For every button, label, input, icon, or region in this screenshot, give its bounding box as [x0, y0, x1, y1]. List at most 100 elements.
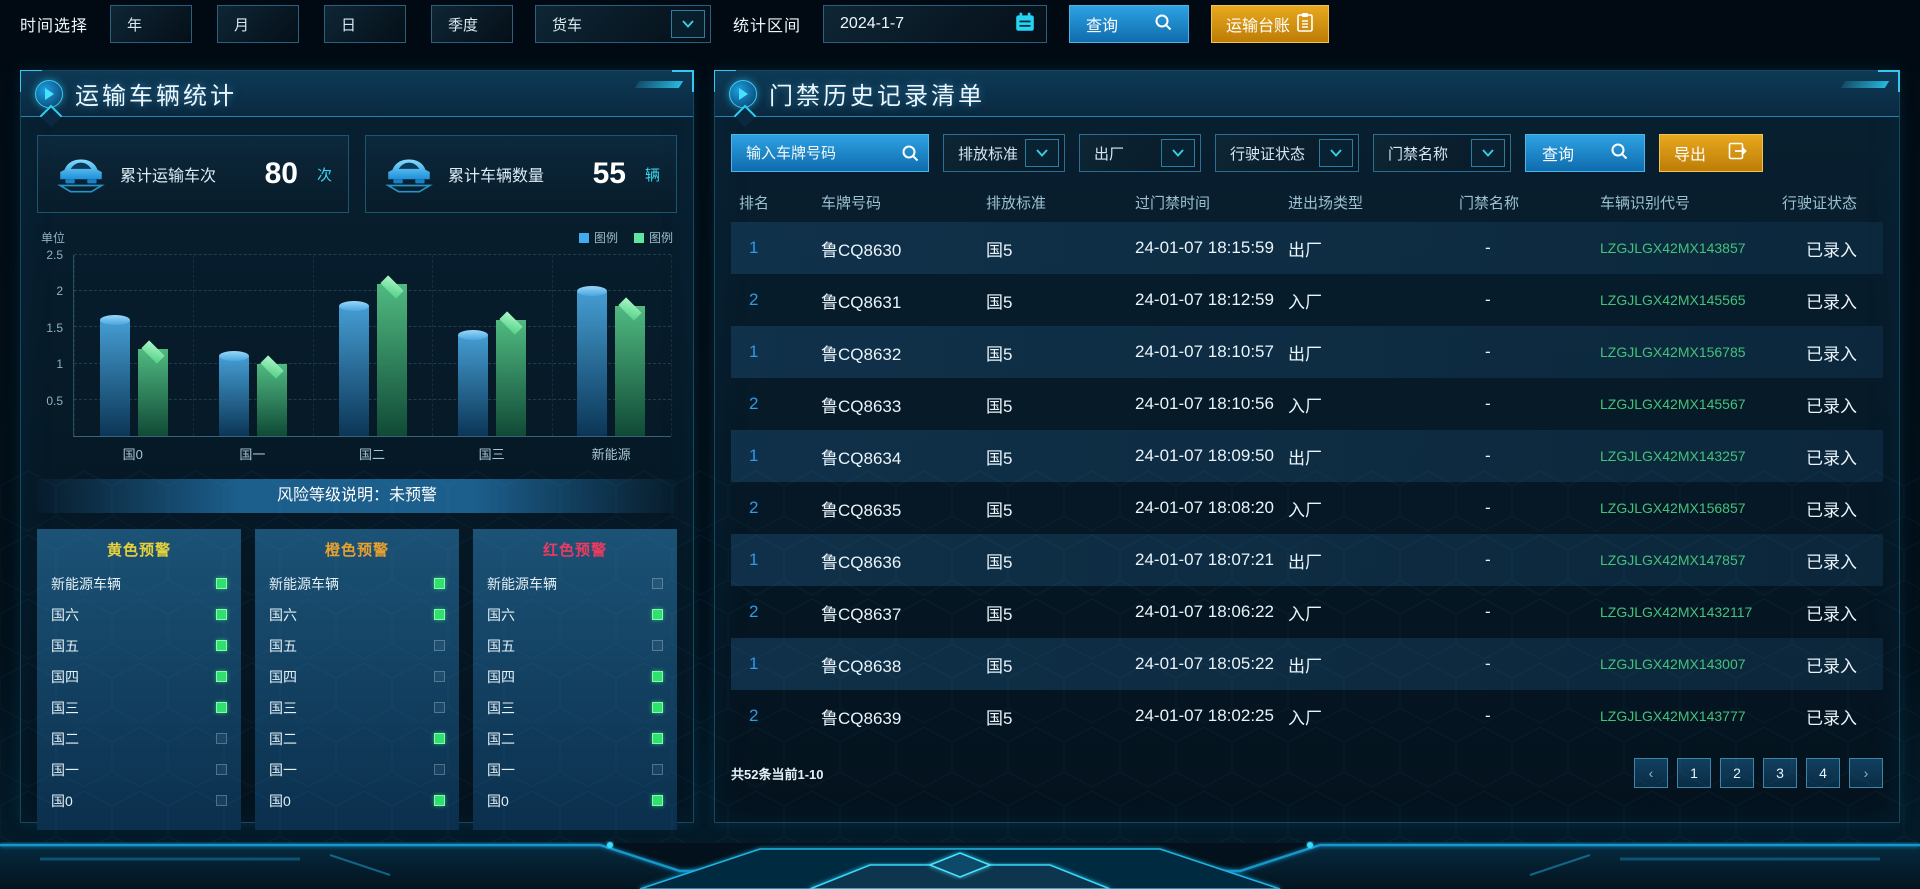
warning-checkbox[interactable] [434, 764, 445, 775]
warning-checkbox[interactable] [216, 795, 227, 806]
cell-rank: 1 [749, 238, 759, 257]
pagination-prev-button[interactable]: ‹ [1634, 758, 1668, 788]
cell-time: 24-01-07 18:10:56 [1135, 394, 1274, 413]
h-gridline [74, 398, 671, 400]
warning-checkbox[interactable] [652, 795, 663, 806]
warning-item-label: 国一 [269, 761, 297, 778]
time-range-button-1[interactable]: 月 [217, 5, 300, 43]
warning-checkbox[interactable] [652, 702, 663, 713]
table-row[interactable]: 1 鲁CQ8630 国5 24-01-07 18:15:59 出厂 - LZGJLGX42M… [731, 222, 1883, 274]
warning-item: 国五 [487, 630, 663, 661]
warning-item-label: 国四 [269, 668, 297, 685]
warning-checkbox[interactable] [216, 578, 227, 589]
cell-type: 入厂 [1288, 292, 1322, 312]
warning-checkbox[interactable] [216, 733, 227, 744]
cell-standard: 国5 [986, 708, 1013, 728]
cell-vin: LZGJLGX42MX143007 [1600, 656, 1746, 672]
vehicle-stats-panel: 运输车辆统计 累计运输车次 80 次 累计车辆数量 55 辆 单位 图例 图例 0.5 1 1.… [20, 70, 694, 830]
cell-vin: LZGJLGX42MX143257 [1600, 448, 1746, 464]
time-range-button-3[interactable]: 季度 [431, 5, 514, 43]
table-row[interactable]: 2 鲁CQ8639 国5 24-01-07 18:02:25 入厂 - LZGJLGX42M… [731, 690, 1883, 742]
cell-standard: 国5 [986, 552, 1013, 572]
table-row[interactable]: 2 鲁CQ8637 国5 24-01-07 18:06:22 入厂 - LZGJLGX42M… [731, 586, 1883, 638]
filter-dropdown-0[interactable]: 排放标准 [943, 134, 1065, 172]
table-row[interactable]: 1 鲁CQ8638 国5 24-01-07 18:05:22 出厂 - LZGJLGX42M… [731, 638, 1883, 690]
table-row[interactable]: 1 鲁CQ8636 国5 24-01-07 18:07:21 出厂 - LZGJLGX42M… [731, 534, 1883, 586]
warning-checkbox[interactable] [216, 671, 227, 682]
table-row[interactable]: 2 鲁CQ8631 国5 24-01-07 18:12:59 入厂 - LZGJLGX42M… [731, 274, 1883, 326]
filter-dropdown-3[interactable]: 门禁名称 [1373, 134, 1511, 172]
dropdown-value: 出厂 [1094, 145, 1125, 163]
cell-standard: 国5 [986, 292, 1013, 312]
warning-item-label: 国0 [487, 792, 509, 809]
chevron-down-icon [671, 10, 706, 38]
warning-checkbox[interactable] [434, 702, 445, 713]
transport-ledger-button[interactable]: 运输台账 [1211, 5, 1330, 43]
table-row[interactable]: 1 鲁CQ8634 国5 24-01-07 18:09:50 出厂 - LZGJLGX42M… [731, 430, 1883, 482]
chart-plot-area [73, 254, 672, 437]
v-gridline [551, 255, 553, 436]
legend-label: 图例 [593, 231, 618, 245]
cell-standard: 国5 [986, 344, 1013, 364]
export-button[interactable]: 导出 [1659, 134, 1763, 172]
bar-cap-cube [618, 297, 642, 321]
h-gridline [74, 362, 671, 364]
bar-cap-ellipse [99, 315, 130, 326]
clipboard-icon [1296, 12, 1314, 37]
warning-item-label: 国五 [51, 637, 79, 654]
warning-checkbox[interactable] [216, 640, 227, 651]
filter-dropdown-1[interactable]: 出厂 [1079, 134, 1201, 172]
bar-series1-4 [615, 297, 646, 436]
time-range-button-0[interactable]: 年 [110, 5, 193, 43]
pagination-page-4[interactable]: 4 [1806, 758, 1840, 788]
plate-search-input[interactable] [731, 134, 929, 172]
v-gridline [74, 255, 75, 436]
warning-checkbox[interactable] [434, 795, 445, 806]
pagination-page-2[interactable]: 2 [1720, 758, 1754, 788]
filter-query-button[interactable]: 查询 [1525, 134, 1645, 172]
date-picker[interactable]: 2024-1-7 [823, 5, 1048, 43]
left-panel-title: 运输车辆统计 [75, 83, 237, 110]
table-row[interactable]: 2 鲁CQ8635 国5 24-01-07 18:08:20 入厂 - LZGJLGX42M… [731, 482, 1883, 534]
cell-type: 出厂 [1288, 656, 1322, 676]
topbar-query-button[interactable]: 查询 [1069, 5, 1190, 43]
pagination: 共52条当前1-10 ‹ 1 2 3 4 › [731, 758, 1883, 788]
cell-status: 已录入 [1806, 344, 1857, 364]
table-row[interactable]: 1 鲁CQ8632 国5 24-01-07 18:10:57 出厂 - LZGJLGX42M… [731, 326, 1883, 378]
warning-checkbox[interactable] [652, 733, 663, 744]
cell-status: 已录入 [1806, 240, 1857, 260]
pagination-page-1[interactable]: 1 [1677, 758, 1711, 788]
pagination-page-3[interactable]: 3 [1763, 758, 1797, 788]
cell-time: 24-01-07 18:10:57 [1135, 342, 1274, 361]
warning-checkbox[interactable] [216, 702, 227, 713]
plate-search [731, 134, 929, 172]
warning-checkbox[interactable] [652, 640, 663, 651]
warning-checkbox[interactable] [434, 578, 445, 589]
cell-standard: 国5 [986, 604, 1013, 624]
bar-cap-cube [499, 311, 523, 335]
filter-dropdown-2[interactable]: 行驶证状态 [1215, 134, 1359, 172]
warning-checkbox[interactable] [216, 764, 227, 775]
warning-checkbox[interactable] [434, 640, 445, 651]
warning-checkbox[interactable] [434, 671, 445, 682]
vehicle-type-select[interactable]: 货车 [535, 5, 712, 43]
cell-gate: - [1485, 342, 1491, 361]
warning-checkbox[interactable] [652, 671, 663, 682]
warning-checkbox[interactable] [434, 733, 445, 744]
warning-item-label: 国二 [487, 730, 515, 747]
warning-checkbox[interactable] [652, 764, 663, 775]
warning-item: 国二 [487, 723, 663, 754]
bar-series0-1 [219, 351, 250, 436]
warning-checkbox[interactable] [652, 609, 663, 620]
pagination-next-button[interactable]: › [1849, 758, 1883, 788]
warning-checkbox[interactable] [652, 578, 663, 589]
stat-card-0: 累计运输车次 80 次 [37, 135, 349, 213]
time-range-button-2[interactable]: 日 [324, 5, 407, 43]
warning-item: 国六 [51, 599, 227, 630]
warning-checkbox[interactable] [434, 609, 445, 620]
bottom-tech-bezel [0, 842, 1920, 889]
warning-item-label: 国0 [269, 792, 291, 809]
warning-item: 国六 [487, 599, 663, 630]
table-row[interactable]: 2 鲁CQ8633 国5 24-01-07 18:10:56 入厂 - LZGJLGX42M… [731, 378, 1883, 430]
warning-checkbox[interactable] [216, 609, 227, 620]
